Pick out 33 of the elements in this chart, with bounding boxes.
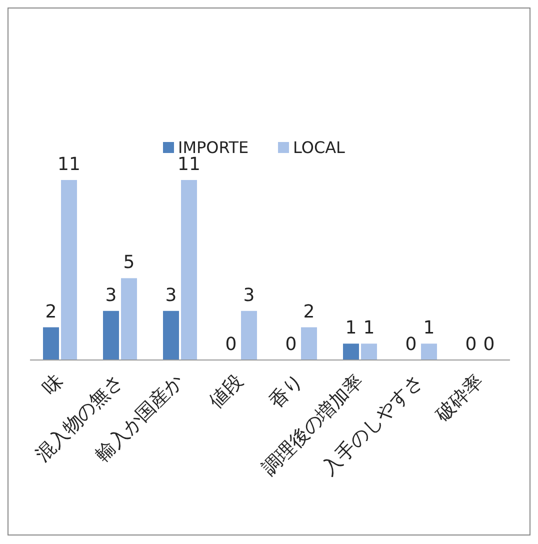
data-label: 2 — [45, 301, 57, 322]
data-label: 0 — [465, 334, 477, 355]
data-label: 2 — [303, 301, 315, 322]
bar — [241, 310, 257, 360]
data-label: 0 — [285, 334, 297, 355]
data-label: 3 — [243, 284, 255, 306]
bar — [421, 344, 437, 360]
data-label: 1 — [423, 318, 435, 339]
data-label: 3 — [165, 284, 177, 306]
bar — [43, 327, 59, 360]
data-label: 5 — [123, 252, 135, 274]
data-label: 11 — [58, 154, 80, 175]
x-tick-label: 値段 — [205, 370, 248, 412]
bar — [61, 180, 77, 360]
bar — [181, 180, 197, 360]
legend-label: IMPORTE — [178, 138, 249, 157]
bar — [361, 344, 377, 360]
bar — [343, 344, 359, 360]
bar — [163, 310, 179, 360]
data-label: 3 — [105, 284, 117, 306]
data-label: 1 — [363, 318, 375, 339]
x-tick-label: 破砕率 — [430, 370, 488, 427]
bar — [103, 310, 119, 360]
bar — [121, 278, 137, 360]
data-label: 0 — [225, 334, 237, 355]
data-label: 11 — [178, 154, 200, 175]
x-tick-label: 味 — [38, 370, 68, 399]
data-label: 0 — [483, 334, 495, 355]
bar — [301, 327, 317, 360]
legend-label: LOCAL — [293, 138, 346, 157]
x-tick-label: 香り — [265, 370, 308, 412]
data-label: 0 — [405, 334, 417, 355]
data-label: 1 — [345, 318, 357, 339]
